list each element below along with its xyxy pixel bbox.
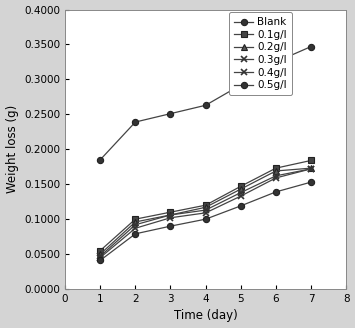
0.5g/l xyxy=(309,180,313,184)
0.2g/l xyxy=(133,220,137,224)
Line: 0.4g/l: 0.4g/l xyxy=(97,165,315,261)
0.1g/l xyxy=(203,203,208,207)
0.3g/l xyxy=(309,167,313,171)
Blank xyxy=(239,83,243,87)
Blank xyxy=(203,103,208,107)
0.5g/l xyxy=(274,190,278,194)
X-axis label: Time (day): Time (day) xyxy=(174,309,237,322)
0.1g/l xyxy=(274,166,278,170)
0.1g/l xyxy=(239,184,243,188)
0.4g/l xyxy=(239,194,243,198)
Legend: Blank, 0.1g/l, 0.2g/l, 0.3g/l, 0.4g/l, 0.5g/l: Blank, 0.1g/l, 0.2g/l, 0.3g/l, 0.4g/l, 0… xyxy=(229,12,292,95)
0.5g/l xyxy=(239,204,243,208)
0.2g/l xyxy=(274,169,278,173)
0.3g/l xyxy=(168,213,173,217)
0.5g/l xyxy=(133,232,137,236)
0.5g/l xyxy=(203,217,208,221)
Blank xyxy=(133,120,137,124)
0.2g/l xyxy=(309,166,313,170)
0.5g/l xyxy=(168,224,173,228)
Blank xyxy=(98,158,102,162)
Line: 0.2g/l: 0.2g/l xyxy=(97,165,314,257)
0.3g/l xyxy=(98,254,102,258)
0.4g/l xyxy=(309,167,313,171)
0.2g/l xyxy=(203,205,208,209)
0.5g/l xyxy=(98,258,102,262)
Line: 0.1g/l: 0.1g/l xyxy=(98,158,314,253)
0.3g/l xyxy=(203,208,208,212)
0.3g/l xyxy=(133,223,137,227)
Blank xyxy=(274,60,278,64)
0.1g/l xyxy=(133,217,137,221)
Y-axis label: Weight loss (g): Weight loss (g) xyxy=(6,105,18,194)
0.4g/l xyxy=(133,226,137,230)
0.4g/l xyxy=(203,211,208,215)
Blank xyxy=(309,45,313,49)
0.2g/l xyxy=(239,187,243,191)
0.4g/l xyxy=(274,176,278,180)
0.3g/l xyxy=(239,191,243,195)
Blank xyxy=(168,112,173,116)
0.1g/l xyxy=(98,249,102,253)
Line: 0.5g/l: 0.5g/l xyxy=(97,179,314,263)
0.2g/l xyxy=(168,213,173,217)
0.1g/l xyxy=(168,210,173,214)
0.4g/l xyxy=(168,216,173,220)
0.2g/l xyxy=(98,252,102,256)
Line: Blank: Blank xyxy=(97,44,314,163)
0.1g/l xyxy=(309,158,313,162)
0.3g/l xyxy=(274,174,278,178)
0.4g/l xyxy=(98,256,102,259)
Line: 0.3g/l: 0.3g/l xyxy=(97,165,315,260)
